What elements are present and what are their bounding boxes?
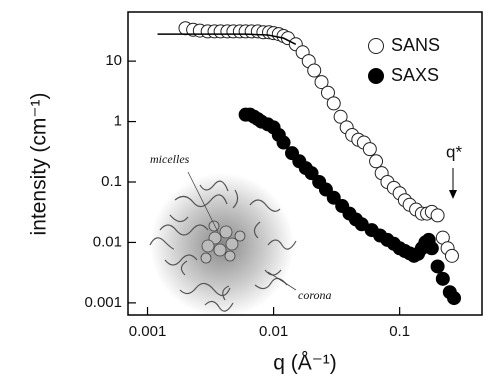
legend-marker <box>368 68 384 84</box>
legend-label: SAXS <box>391 65 439 85</box>
y-tick-label: 10 <box>105 52 122 69</box>
data-point <box>430 259 445 274</box>
data-point <box>320 85 335 100</box>
y-tick-label: 1 <box>114 113 122 130</box>
y-tick-label: 0.1 <box>101 173 122 190</box>
data-point <box>333 109 348 124</box>
legend-label: SANS <box>391 35 440 55</box>
data-point <box>307 63 322 78</box>
x-axis-label: q (Å⁻¹) <box>273 352 337 375</box>
data-point <box>362 142 377 157</box>
data-point <box>326 96 341 111</box>
data-point <box>435 271 450 286</box>
pointer-line <box>187 171 219 233</box>
data-point <box>304 166 319 181</box>
data-point <box>430 208 445 223</box>
y-tick-label: 0.001 <box>84 294 122 311</box>
micelle-inset <box>149 171 297 317</box>
data-point <box>444 248 459 263</box>
data-point <box>276 135 291 150</box>
data-point <box>326 190 341 205</box>
fit-line <box>157 33 297 45</box>
x-tick-label: 0.1 <box>389 323 410 340</box>
data-point <box>369 154 384 169</box>
y-tick-label: 0.01 <box>93 233 122 250</box>
x-tick-label: 0.01 <box>259 323 288 340</box>
x-tick-label: 0.001 <box>129 323 167 340</box>
data-point <box>447 291 462 306</box>
annotation: micelles <box>150 152 190 166</box>
pointer-line <box>267 271 297 291</box>
annotation: corona <box>298 288 332 302</box>
legend-marker <box>368 38 384 54</box>
plot-frame <box>127 11 483 316</box>
y-axis-label: intensity (cm⁻¹) <box>28 93 51 236</box>
arrow-head <box>449 190 457 199</box>
micelle-core <box>200 220 246 264</box>
corona-chains <box>149 180 297 312</box>
data-point <box>424 241 439 256</box>
annotation: q* <box>446 142 462 161</box>
data-point <box>314 75 329 90</box>
